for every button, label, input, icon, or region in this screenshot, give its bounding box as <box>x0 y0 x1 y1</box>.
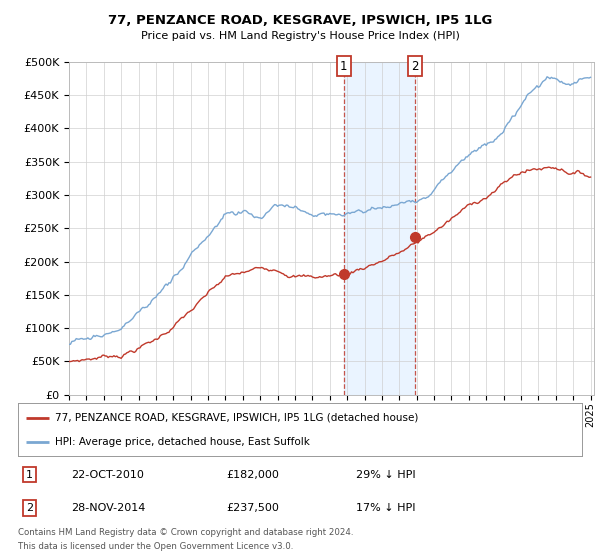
Text: 2: 2 <box>26 503 33 513</box>
Text: 77, PENZANCE ROAD, KESGRAVE, IPSWICH, IP5 1LG: 77, PENZANCE ROAD, KESGRAVE, IPSWICH, IP… <box>108 14 492 27</box>
Text: HPI: Average price, detached house, East Suffolk: HPI: Average price, detached house, East… <box>55 437 310 447</box>
Text: £182,000: £182,000 <box>227 470 280 480</box>
Text: Contains HM Land Registry data © Crown copyright and database right 2024.: Contains HM Land Registry data © Crown c… <box>18 528 353 537</box>
Text: 2: 2 <box>412 60 419 73</box>
Text: 29% ↓ HPI: 29% ↓ HPI <box>356 470 416 480</box>
Text: £237,500: £237,500 <box>227 503 280 513</box>
Text: 1: 1 <box>340 60 347 73</box>
Text: This data is licensed under the Open Government Licence v3.0.: This data is licensed under the Open Gov… <box>18 542 293 550</box>
Text: 22-OCT-2010: 22-OCT-2010 <box>71 470 145 480</box>
Text: 28-NOV-2014: 28-NOV-2014 <box>71 503 146 513</box>
Text: 77, PENZANCE ROAD, KESGRAVE, IPSWICH, IP5 1LG (detached house): 77, PENZANCE ROAD, KESGRAVE, IPSWICH, IP… <box>55 413 418 423</box>
Text: Price paid vs. HM Land Registry's House Price Index (HPI): Price paid vs. HM Land Registry's House … <box>140 31 460 41</box>
Text: 1: 1 <box>26 470 33 480</box>
Bar <box>344 62 415 395</box>
Text: 17% ↓ HPI: 17% ↓ HPI <box>356 503 416 513</box>
